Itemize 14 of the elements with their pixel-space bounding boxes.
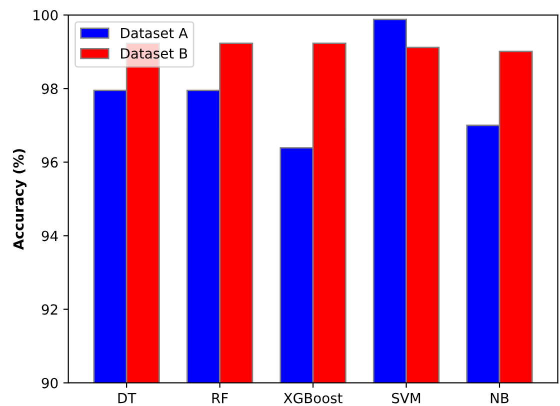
x-tick-label: DT (118, 393, 136, 404)
x-tick-label: XGBoost (284, 392, 342, 404)
y-tick-label: 94 (42, 230, 58, 242)
x-tick-label: NB (490, 393, 508, 404)
legend-label: Dataset A (121, 28, 188, 38)
legend-label: Dataset B (121, 48, 188, 59)
y-tick-label: 100 (34, 10, 58, 20)
x-tick-label: SVM (392, 392, 420, 404)
y-tick-label: 92 (42, 304, 58, 315)
y-tick-label: 96 (42, 157, 58, 168)
y-tick-label: 98 (42, 84, 58, 94)
y-axis-title: Accuracy (%) (12, 149, 27, 250)
y-tick-label: 90 (42, 378, 58, 388)
x-tick-label: RF (212, 393, 228, 404)
